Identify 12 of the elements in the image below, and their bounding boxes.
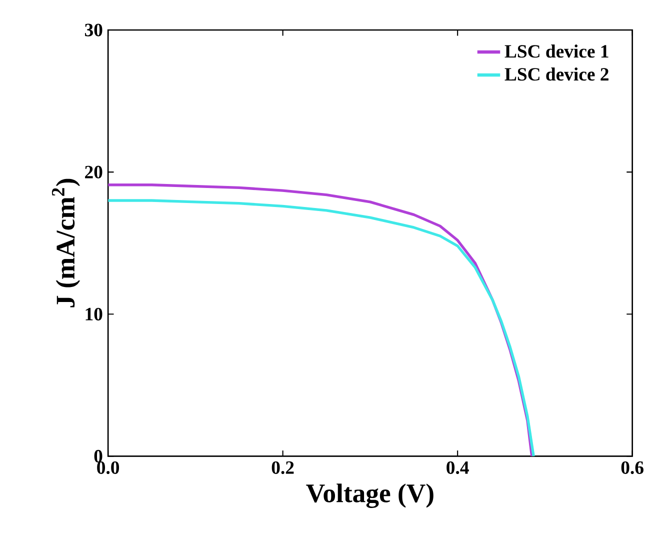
x-axis-title: Voltage (V)	[306, 484, 434, 508]
y-axis-title: J (mA/cm$^{2}$)	[52, 179, 80, 308]
legend-label: LSC device 1	[504, 44, 608, 58]
x-tick-label: 0.2	[272, 462, 294, 474]
y-tick-label: 10	[86, 308, 102, 321]
x-tick-label: 0.0	[97, 462, 120, 474]
x-tick-label: 0.6	[621, 462, 644, 474]
y-tick-label: 0	[94, 450, 102, 463]
legend-label: LSC device 2	[504, 68, 608, 81]
x-tick-label: 0.4	[446, 462, 469, 474]
y-tick-label: 20	[85, 166, 102, 179]
y-tick-label: 30	[84, 24, 102, 37]
